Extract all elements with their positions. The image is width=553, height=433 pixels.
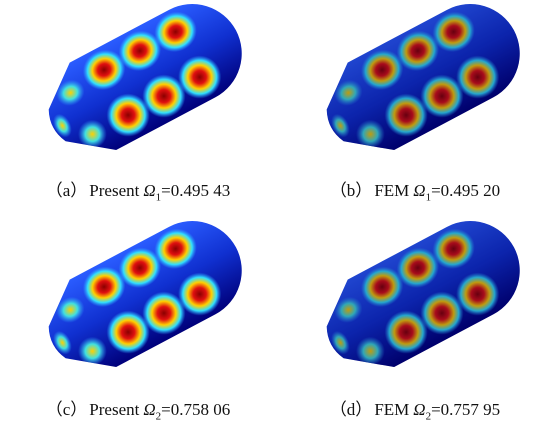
caption-value: =0.758 06	[161, 400, 230, 419]
figure: （a）PresentΩ1=0.495 43（b）FEMΩ1=0.495 20 （c…	[0, 0, 553, 433]
caption-label: （a）	[46, 181, 88, 200]
caption-label: （c）	[46, 400, 88, 419]
mode-shape-d	[308, 204, 537, 389]
caption-method: FEM	[374, 400, 409, 419]
caption-value: =0.495 20	[431, 181, 500, 200]
caption-method: Present	[89, 181, 139, 200]
caption-symbol: Ω	[413, 181, 425, 200]
mode-shape-a	[30, 0, 259, 171]
caption-value: =0.757 95	[431, 400, 500, 419]
caption-value: =0.495 43	[161, 181, 230, 200]
caption-symbol: Ω	[143, 400, 155, 419]
mode-shape-b	[308, 0, 537, 171]
caption-symbol: Ω	[143, 181, 155, 200]
caption-method: Present	[89, 400, 139, 419]
caption-method: FEM	[374, 181, 409, 200]
figure-graphics	[0, 0, 553, 433]
mode-shape-c	[30, 204, 259, 389]
caption-label: （b）	[330, 181, 373, 200]
caption-symbol: Ω	[413, 400, 425, 419]
caption-label: （d）	[330, 400, 373, 419]
